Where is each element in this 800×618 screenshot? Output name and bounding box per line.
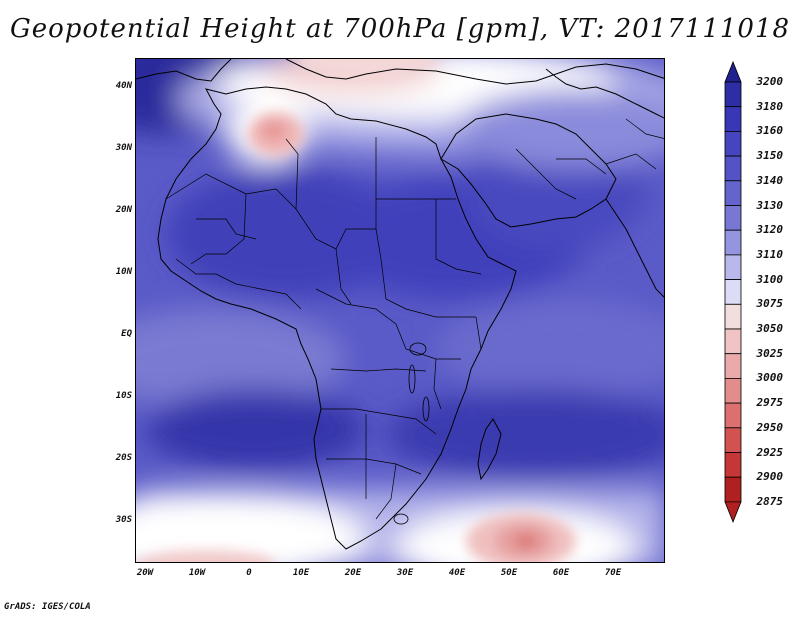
- colorbar: [724, 60, 742, 523]
- colorbar-level-label: 3110: [756, 247, 784, 261]
- country-borders: [165, 118, 664, 520]
- colorbar-level-label: 3075: [756, 297, 784, 311]
- colorbar-level-label: 2875: [756, 494, 784, 508]
- colorbar-level-label: 3200: [756, 75, 784, 88]
- colorbar-level-label: 3100: [756, 272, 784, 286]
- colorbar-level-label: 3025: [756, 346, 784, 360]
- colorbar-level-label: 3000: [756, 371, 784, 385]
- lat-label-30s: 30S: [115, 515, 132, 525]
- credit-label: GrADS: IGES/COLA: [4, 602, 91, 612]
- lon-label-60e: 60E: [552, 568, 570, 578]
- lon-label-70e: 70E: [604, 568, 622, 578]
- lat-label-10n: 10N: [115, 267, 132, 277]
- lon-label-20e: 20E: [344, 568, 362, 578]
- colorbar-bottom-arrow: [724, 501, 742, 523]
- colorbar-level-label: 3150: [756, 149, 784, 163]
- map-panel: [135, 58, 665, 563]
- lat-label-30n: 30N: [115, 143, 132, 153]
- lon-label-50e: 50E: [500, 568, 518, 578]
- height-minima: [136, 59, 576, 562]
- coastlines: [136, 59, 664, 550]
- lat-label-10s: 10S: [115, 391, 132, 401]
- lon-label-10w: 10W: [188, 568, 206, 578]
- geopotential-field: [136, 59, 664, 562]
- colorbar-level-label: 2900: [756, 470, 784, 484]
- colorbar-level-label: 3120: [756, 223, 784, 237]
- lat-label-20n: 20N: [115, 205, 132, 215]
- colorbar-level-label: 3140: [756, 173, 784, 187]
- colorbar-level-label: 2975: [756, 396, 784, 410]
- colorbar-level-label: 3160: [756, 124, 784, 138]
- colorbar-level-label: 2950: [756, 420, 784, 434]
- lon-label-0: 0: [246, 568, 252, 578]
- lon-label-40e: 40E: [448, 568, 466, 578]
- chart-title: Geopotential Height at 700hPa [gpm], VT:…: [9, 14, 791, 44]
- lat-label-20s: 20S: [115, 453, 132, 463]
- lon-label-10e: 10E: [292, 568, 310, 578]
- colorbar-level-label: 3130: [756, 198, 784, 212]
- lon-label-20w: 20W: [136, 568, 154, 578]
- colorbar-level-label: 3050: [756, 322, 784, 335]
- colorbar-level-label: 3180: [756, 99, 784, 113]
- lat-label-eq: EQ: [121, 329, 132, 339]
- colorbar-level-label: 2925: [756, 445, 784, 459]
- lat-label-40n: 40N: [115, 81, 132, 91]
- lon-label-30e: 30E: [396, 568, 414, 578]
- lake-outlines: [393, 342, 430, 525]
